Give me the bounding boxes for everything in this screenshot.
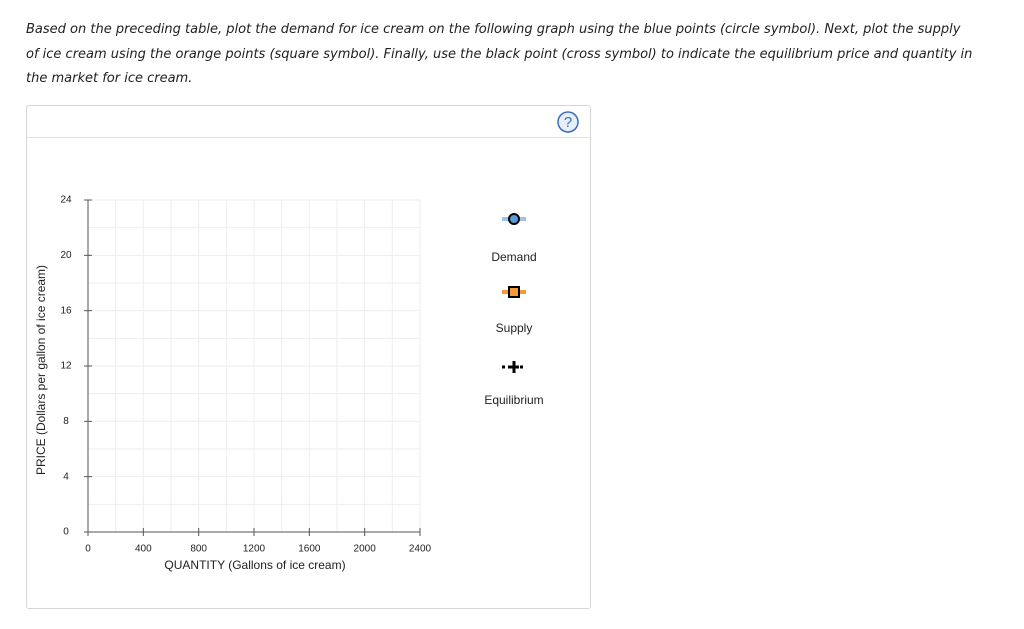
legend-label: Equilibrium (484, 393, 543, 407)
legend-item[interactable]: Demand (491, 213, 537, 264)
legend-marker (508, 213, 520, 225)
y-tick-label: 12 (60, 361, 72, 372)
help-icon[interactable]: ? (564, 114, 572, 131)
panel-header (27, 106, 590, 138)
x-tick-label: 0 (85, 544, 91, 555)
y-tick-label: 4 (63, 471, 69, 482)
legend-item[interactable]: Supply (496, 286, 533, 335)
legend-marker (508, 286, 520, 298)
help-circle[interactable] (557, 111, 579, 133)
y-axis-label: PRICE (Dollars per gallon of ice cream) (34, 265, 48, 475)
legend-marker (509, 361, 519, 373)
y-tick-label: 0 (63, 527, 69, 538)
graph-panel (26, 105, 591, 609)
instructions: Based on the preceding table, plot the d… (26, 22, 973, 86)
legend-label: Supply (496, 321, 533, 335)
x-tick-label: 2400 (409, 544, 432, 555)
x-tick-label: 1200 (243, 544, 266, 555)
y-tick-label: 24 (60, 195, 72, 206)
legend-label: Demand (491, 250, 536, 264)
x-tick-label: 1600 (298, 544, 321, 555)
y-tick-label: 16 (60, 305, 72, 316)
x-axis-label: QUANTITY (Gallons of ice cream) (164, 558, 345, 572)
y-tick-label: 20 (60, 250, 72, 261)
x-tick-label: 400 (135, 544, 152, 555)
y-tick-label: 8 (63, 416, 69, 427)
x-tick-label: 2000 (354, 544, 377, 555)
legend-item[interactable]: Equilibrium (484, 361, 544, 407)
help-button[interactable]: ? (557, 111, 579, 133)
x-tick-label: 800 (190, 544, 207, 555)
